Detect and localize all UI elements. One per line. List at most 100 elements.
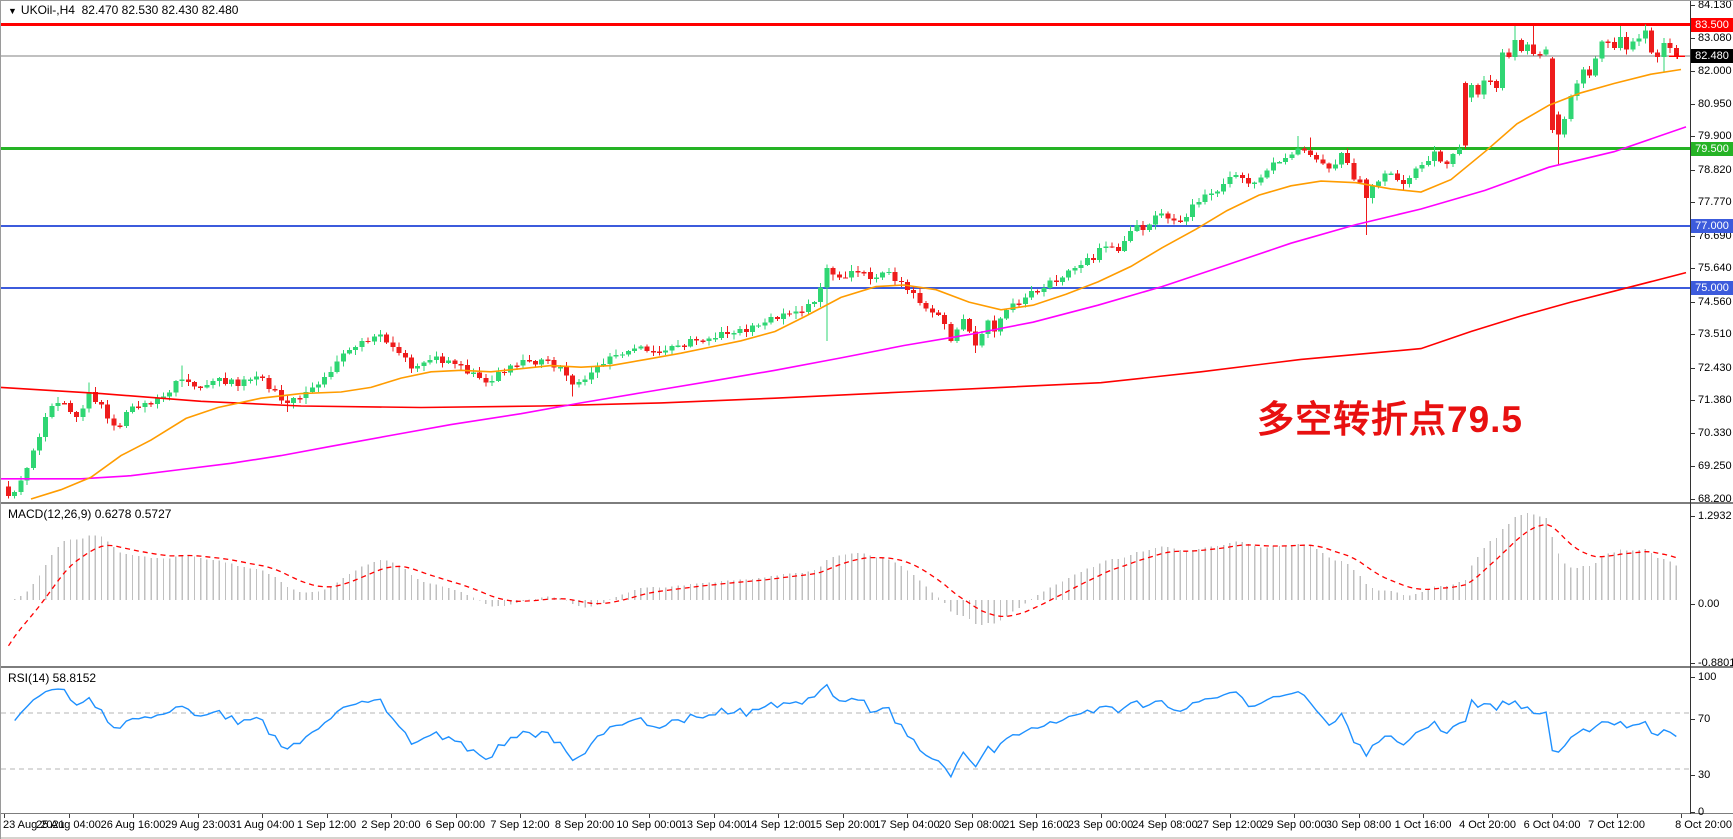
time-tick-label: 6 Oct 04:00 [1523,819,1581,831]
time-tick [1616,814,1618,818]
price-tag: 82.480 [1691,49,1733,64]
price-tick [1691,334,1695,336]
macd-indicator-label: MACD(12,26,9) 0.6278 0.5727 [8,507,172,521]
time-tick-label: 23 Aug 2021 [3,819,65,831]
price-tick [1691,268,1695,270]
price-tick-label: 78.820 [1698,163,1732,176]
price-tick-label: 71.380 [1698,394,1732,407]
time-tick [584,814,586,818]
panel-separator [1,813,1733,814]
price-axis-line [1690,1,1691,814]
macd-axis-label: 1.2932 [1698,510,1732,522]
time-tick [778,814,779,818]
main-chart-panel[interactable] [1,1,1691,502]
time-tick [1423,814,1424,818]
price-tag: 79.500 [1691,141,1733,156]
panel-separator[interactable] [1,502,1733,504]
macd-signal-line [7,523,1677,647]
time-tick [520,814,521,818]
panel-separator[interactable] [1,666,1733,668]
price-tick-label: 73.510 [1698,328,1732,341]
price-tick [1691,235,1695,237]
ohlc-quote-label: 82.470 82.530 82.430 82.480 [81,3,239,17]
time-tick-label: 31 Aug 04:00 [229,819,295,831]
time-tick-label: 25 Aug 04:00 [36,819,101,831]
time-tick-label: 30 Sep 08:00 [1325,819,1392,831]
time-tick [1100,814,1102,818]
time-tick-label: 8 Oct 20:00 [1675,819,1732,831]
time-tick-label: 6 Sep 00:00 [425,819,486,831]
time-tick [1358,814,1360,818]
price-tick-label: 75.640 [1698,262,1732,275]
time-tick-label: 7 Oct 12:00 [1588,819,1645,831]
time-tick-label: 10 Sep 00:00 [616,819,682,831]
rsi-axis-label: 30 [1698,769,1711,781]
price-tick-label: 80.950 [1698,97,1732,110]
price-tick [1691,136,1695,138]
price-tick [1691,71,1695,73]
rsi-panel[interactable] [1,668,1691,813]
time-tick-label: 26 Aug 16:00 [100,819,166,831]
time-tick-label: 24 Sep 08:00 [1132,819,1198,831]
time-tick [649,814,650,818]
time-tick [971,814,973,818]
time-tick [1229,814,1231,818]
price-tick-label: 82.000 [1698,65,1732,78]
price-tag: 75.000 [1691,281,1733,296]
symbol-dropdown-icon[interactable]: ▼ [8,6,17,16]
time-tick-label: 1 Oct 16:00 [1394,819,1452,831]
price-tick [1691,5,1695,6]
price-tick [1691,202,1695,204]
price-tick [1691,432,1695,434]
time-tick [391,814,392,818]
price-tick-label: 70.330 [1698,426,1732,439]
price-tick [1691,498,1695,500]
price-tick [1691,169,1695,171]
time-tick-label: 2 Sep 20:00 [361,819,421,831]
time-tick [1165,814,1166,818]
rsi-tick [1691,775,1695,776]
price-tag: 77.000 [1691,219,1733,234]
time-tick-label: 23 Sep 00:00 [1067,819,1134,831]
time-tick [455,814,457,818]
time-tick-label: 21 Sep 16:00 [1003,819,1069,831]
time-tick-label: 8 Sep 20:00 [554,819,615,831]
time-tick-label: 4 Oct 20:00 [1459,819,1516,831]
slow-ma-line [1,271,1687,409]
macd-panel[interactable] [1,504,1691,666]
macd-axis-label: -0.8801 [1698,657,1733,669]
time-tick [1487,814,1489,818]
time-tick [1036,814,1037,818]
time-tick [1681,814,1682,818]
rsi-tick [1691,812,1695,813]
symbol-timeframe-label: UKOil-,H4 [20,3,75,17]
time-tick [4,814,5,818]
time-tick-label: 15 Sep 20:00 [809,819,876,831]
time-tick [326,814,328,818]
price-tick [1691,466,1695,468]
time-tick-label: 14 Sep 12:00 [745,819,811,831]
time-tick-label: 27 Sep 12:00 [1196,819,1263,831]
price-tick [1691,301,1695,303]
price-tick [1691,367,1695,369]
time-tick [197,814,199,818]
macd-tick [1691,516,1695,517]
time-tick-label: 13 Sep 04:00 [680,819,747,831]
time-tick [842,814,844,818]
time-tick [68,814,70,818]
price-tick-label: 84.130 [1698,0,1732,11]
price-tick [1691,103,1695,105]
rsi-axis-label: 100 [1698,671,1717,683]
time-tick-label: 29 Sep 00:00 [1261,819,1327,831]
time-tick [907,814,908,818]
chart-title: ▼ UKOil-,H4 82.470 82.530 82.430 82.480 [8,3,238,17]
rsi-axis-label: 0 [1698,806,1705,818]
time-tick [1294,814,1295,818]
price-tick-label: 72.430 [1698,361,1732,374]
window-bottom-frame [1,837,1733,839]
chart-annotation-text: 多空转折点79.5 [1257,399,1524,440]
price-tick-label: 69.250 [1698,460,1732,473]
price-tick-label: 77.770 [1698,196,1732,209]
time-tick-label: 1 Sep 12:00 [296,819,357,831]
